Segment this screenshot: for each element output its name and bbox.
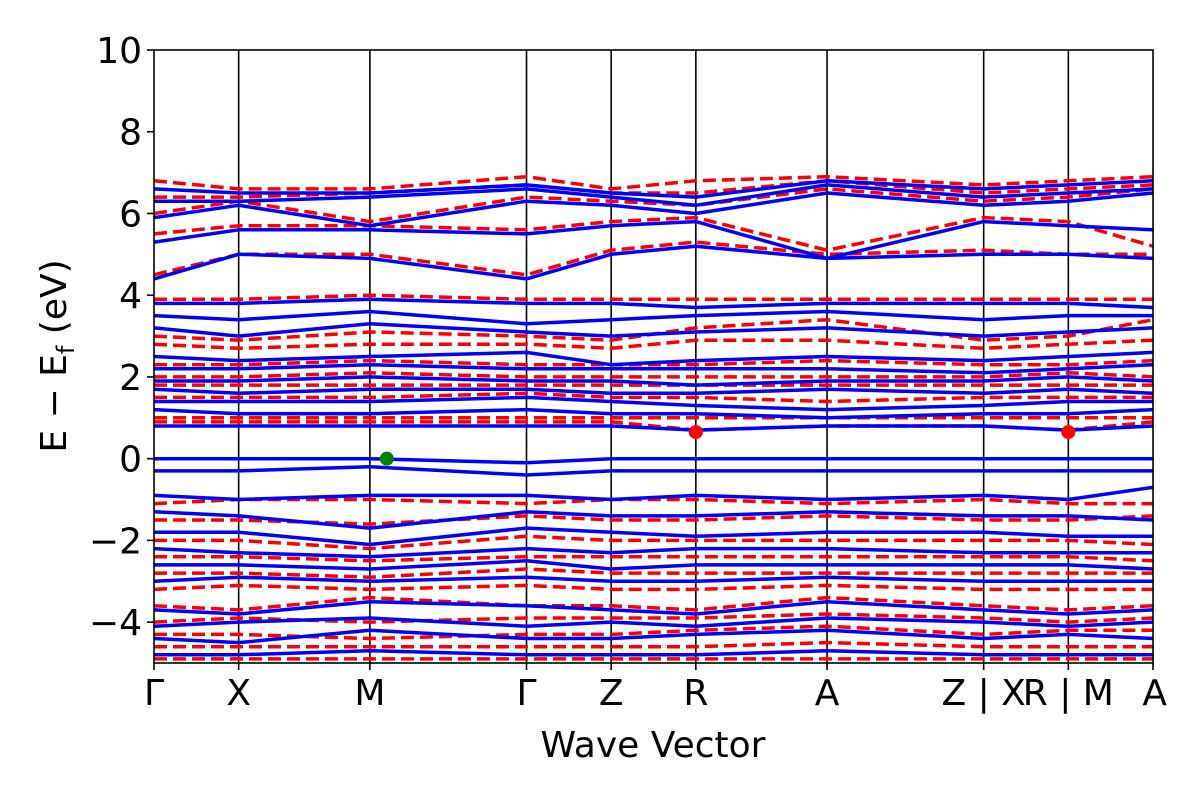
band-solid <box>154 465 1153 477</box>
band-solid <box>154 526 1153 547</box>
plot-frame <box>153 49 1154 664</box>
y-axis-title: E − Ef (eV) <box>34 259 80 452</box>
band-dashed <box>154 534 1153 551</box>
band-solid <box>154 244 1153 281</box>
markers-layer <box>379 425 1076 466</box>
x-tick-label: Z <box>599 673 624 714</box>
band-solid <box>154 297 1153 310</box>
band-solid <box>154 387 1153 396</box>
x-tick-label: Γ <box>144 673 164 714</box>
band-dashed <box>154 612 1153 624</box>
band-solid <box>154 322 1153 338</box>
cbm-marker <box>1061 425 1076 440</box>
band-solid <box>154 350 1153 367</box>
band-dashed <box>154 187 1153 224</box>
band-solid <box>154 616 1153 628</box>
y-tick-label: 0 <box>119 440 142 481</box>
y-axis-title-unit: (eV) <box>34 259 75 345</box>
y-tick-label: 4 <box>119 276 142 317</box>
band-solid <box>154 407 1153 420</box>
y-tick-label: 2 <box>119 358 142 399</box>
x-axis-title: Wave Vector <box>541 725 766 766</box>
y-tick-label: 6 <box>119 194 142 235</box>
band-dashed <box>154 640 1153 649</box>
band-dashed <box>154 595 1153 612</box>
band-dashed <box>154 514 1153 526</box>
y-axis-title-sub: f <box>52 345 80 354</box>
y-tick-label: 8 <box>119 113 142 154</box>
x-tick-label: R | M <box>1023 673 1114 714</box>
x-tick-label: M <box>354 673 385 714</box>
band-solid <box>154 648 1153 657</box>
band-solid <box>154 510 1153 530</box>
band-solid <box>154 375 1153 387</box>
y-tick-label: −2 <box>89 521 142 562</box>
x-tick-label: Γ <box>516 673 536 714</box>
band-solid <box>154 179 1153 199</box>
band-dashed <box>154 358 1153 367</box>
band-solid <box>154 546 1153 559</box>
band-dashed <box>154 497 1153 506</box>
x-axis-ticks: Γ X M Γ Z R A Z | XR | M A <box>144 663 1167 714</box>
x-tick-label: Z | X <box>942 673 1026 714</box>
x-tick-label: A <box>815 673 840 714</box>
band-solid <box>154 628 1153 645</box>
cbm-marker <box>688 425 703 440</box>
band-solid <box>154 191 1153 228</box>
band-dashed <box>154 371 1153 379</box>
band-dashed <box>154 391 1153 404</box>
band-dashed <box>154 554 1153 563</box>
band-dashed <box>154 215 1153 252</box>
bands-layer <box>154 174 1153 661</box>
band-dashed <box>154 174 1153 191</box>
x-tick-label: R <box>683 673 708 714</box>
band-dashed <box>154 293 1153 302</box>
band-solid <box>154 559 1153 571</box>
band-dashed <box>154 583 1153 592</box>
band-solid <box>154 424 1153 432</box>
band-dashed <box>154 338 1153 351</box>
x-tick-label: A <box>1142 673 1167 714</box>
band-solid <box>154 362 1153 375</box>
band-solid <box>154 395 1153 412</box>
band-dashed <box>154 240 1153 277</box>
y-axis-ticks: 10 8 6 4 2 0 −2 −4 <box>89 31 154 644</box>
band-solid <box>154 599 1153 616</box>
band-solid <box>154 485 1153 502</box>
band-dashed <box>154 624 1153 641</box>
vbm-marker <box>379 451 394 466</box>
band-solid <box>154 456 1153 465</box>
band-solid <box>154 309 1153 326</box>
band-solid <box>154 575 1153 584</box>
band-solid <box>154 183 1153 208</box>
y-tick-label: 10 <box>96 31 142 72</box>
band-dashed <box>154 179 1153 199</box>
band-solid <box>154 219 1153 261</box>
x-tick-label: X <box>226 673 251 714</box>
band-dashed <box>154 420 1153 432</box>
band-dashed <box>154 567 1153 579</box>
y-tick-label: −4 <box>89 603 142 644</box>
y-axis-title-main: E − E <box>34 354 75 453</box>
